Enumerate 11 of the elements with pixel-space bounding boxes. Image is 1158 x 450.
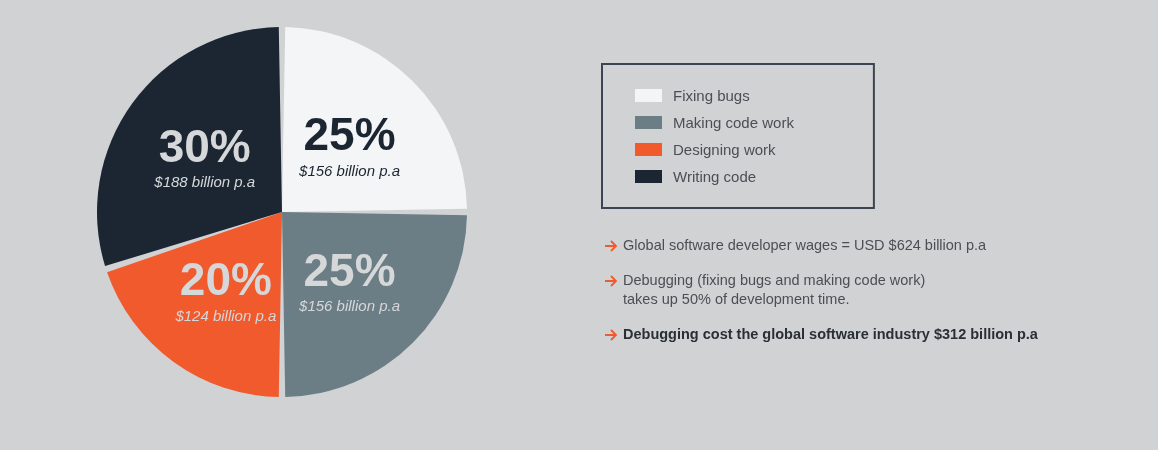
- legend-label: Fixing bugs: [673, 87, 750, 104]
- data-label: 20% $124 billion p.a: [174, 253, 277, 324]
- data-label: 30% $188 billion p.a: [153, 119, 256, 191]
- data-label: 25% $156 billion p.a: [298, 243, 400, 315]
- legend-label: Writing code: [673, 168, 757, 185]
- data-label: 25% $156 billion p.a: [298, 108, 400, 179]
- text: Global software developer wages = USD $624 billion p.a: [623, 236, 987, 255]
- legend-label: Designing work: [673, 141, 777, 158]
- text: Debugging cost the global software industry $312 billion p.a: [623, 325, 1038, 344]
- text: Debugging (fixing bugs and making code work) takes up 50% of development time.: [623, 271, 926, 309]
- legend-label: Making code work: [673, 114, 795, 131]
